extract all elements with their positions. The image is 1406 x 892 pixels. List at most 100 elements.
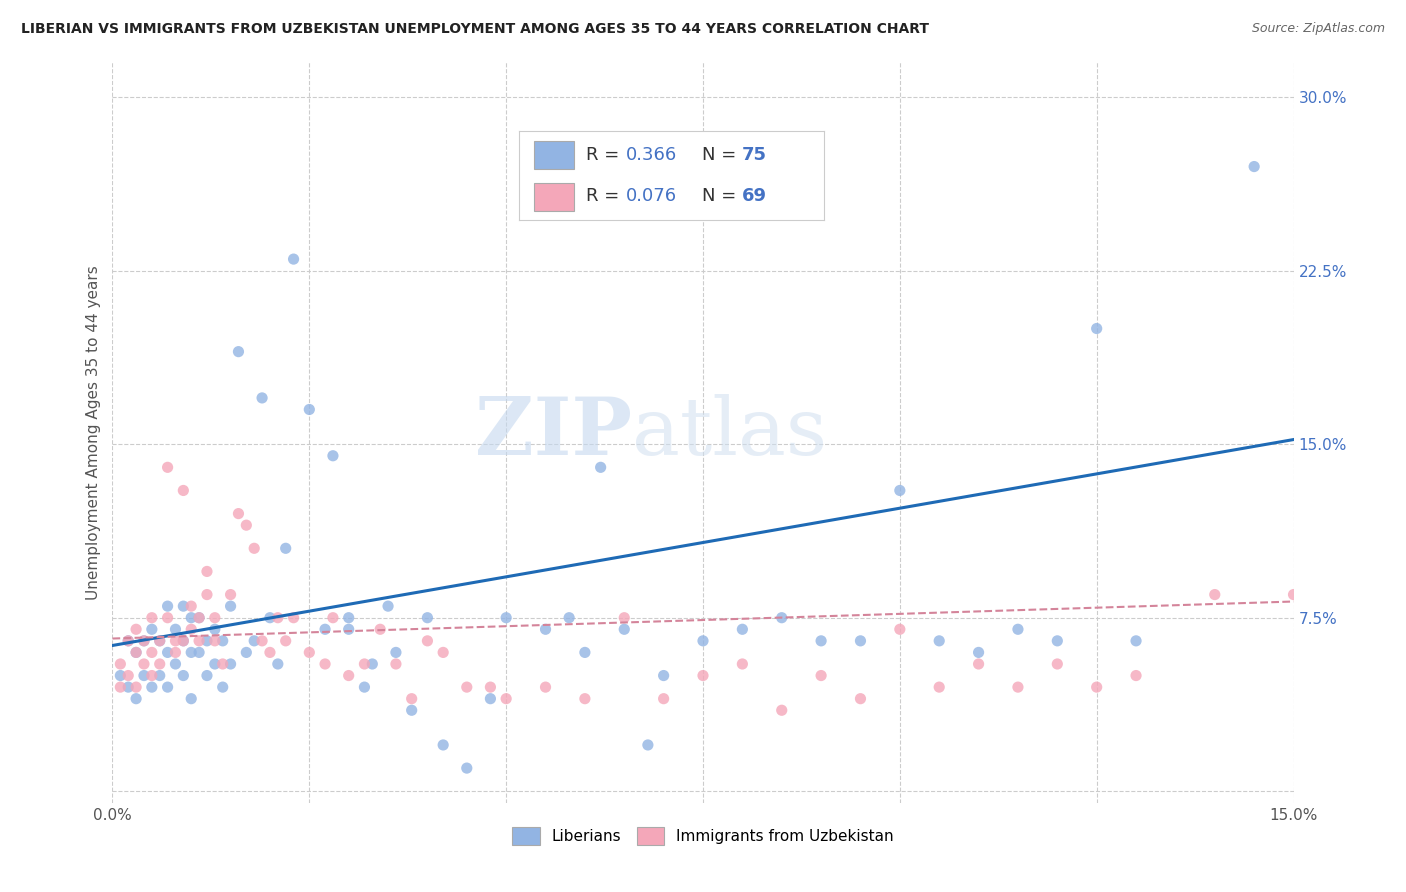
Point (132, 633, 155, 648)
Point (132, 668, 155, 682)
Point (156, 599, 179, 614)
Point (810, 668, 832, 682)
Point (180, 645, 202, 659)
Point (188, 633, 211, 648)
Point (243, 633, 266, 648)
Point (1125, 633, 1147, 648)
Point (574, 691, 596, 706)
Text: N =: N = (702, 146, 742, 164)
Point (172, 599, 194, 614)
Point (534, 680, 557, 694)
Point (322, 449, 344, 463)
Point (243, 541, 266, 556)
Point (692, 668, 714, 682)
Point (267, 657, 290, 671)
Point (125, 645, 148, 659)
Text: R =: R = (586, 146, 626, 164)
Point (125, 680, 148, 694)
Point (558, 611, 581, 625)
Point (149, 657, 172, 671)
Text: 69: 69 (742, 187, 766, 205)
Point (204, 611, 226, 625)
Text: 0.076: 0.076 (626, 187, 676, 205)
Point (172, 483, 194, 498)
Point (204, 622, 226, 636)
Point (141, 645, 163, 659)
Point (156, 611, 179, 625)
Point (314, 657, 336, 671)
Point (259, 611, 281, 625)
Point (180, 691, 202, 706)
Point (928, 633, 950, 648)
Point (353, 657, 375, 671)
Point (125, 691, 148, 706)
Point (849, 633, 872, 648)
Point (250, 633, 273, 648)
Point (156, 645, 179, 659)
Point (298, 645, 321, 659)
Point (574, 645, 596, 659)
Point (165, 633, 187, 648)
Point (479, 680, 502, 694)
Point (337, 668, 360, 682)
Point (211, 633, 233, 648)
Point (377, 599, 399, 614)
Text: LIBERIAN VS IMMIGRANTS FROM UZBEKISTAN UNEMPLOYMENT AMONG AGES 35 TO 44 YEARS CO: LIBERIAN VS IMMIGRANTS FROM UZBEKISTAN U… (21, 22, 929, 37)
Point (1243, 160, 1265, 174)
Point (283, 611, 305, 625)
Point (125, 645, 148, 659)
Point (204, 657, 226, 671)
Point (385, 645, 408, 659)
Point (1007, 680, 1029, 694)
Point (652, 668, 675, 682)
Legend: Liberians, Immigrants from Uzbekistan: Liberians, Immigrants from Uzbekistan (506, 821, 900, 851)
Point (337, 622, 360, 636)
Point (613, 611, 636, 625)
Text: Source: ZipAtlas.com: Source: ZipAtlas.com (1251, 22, 1385, 36)
Point (165, 645, 187, 659)
Point (141, 668, 163, 682)
Text: N =: N = (702, 187, 742, 205)
Point (967, 657, 990, 671)
Point (1282, 588, 1305, 602)
FancyBboxPatch shape (534, 141, 574, 169)
Point (211, 657, 233, 671)
Point (368, 622, 391, 636)
Point (432, 738, 454, 752)
Point (361, 657, 384, 671)
Point (110, 668, 132, 682)
FancyBboxPatch shape (534, 183, 574, 211)
Y-axis label: Unemployment Among Ages 35 to 44 years: Unemployment Among Ages 35 to 44 years (86, 265, 101, 600)
Point (637, 738, 659, 752)
Point (180, 599, 202, 614)
Point (219, 657, 242, 671)
Point (156, 680, 179, 694)
Point (479, 691, 502, 706)
Point (401, 691, 423, 706)
Point (149, 633, 172, 648)
Point (250, 391, 273, 405)
Point (172, 668, 194, 682)
Point (770, 611, 793, 625)
Point (219, 588, 242, 602)
Point (810, 633, 832, 648)
Point (141, 622, 163, 636)
Point (267, 611, 290, 625)
Point (495, 691, 517, 706)
Point (219, 599, 242, 614)
Point (401, 703, 423, 717)
Point (534, 622, 557, 636)
Point (1204, 588, 1226, 602)
Point (274, 541, 297, 556)
Point (495, 611, 517, 625)
Point (1007, 622, 1029, 636)
Point (432, 645, 454, 659)
Text: ZIP: ZIP (475, 393, 633, 472)
Point (180, 611, 202, 625)
Point (195, 588, 218, 602)
Point (110, 680, 132, 694)
Point (889, 622, 911, 636)
Point (235, 645, 257, 659)
Point (195, 668, 218, 682)
Point (117, 680, 139, 694)
